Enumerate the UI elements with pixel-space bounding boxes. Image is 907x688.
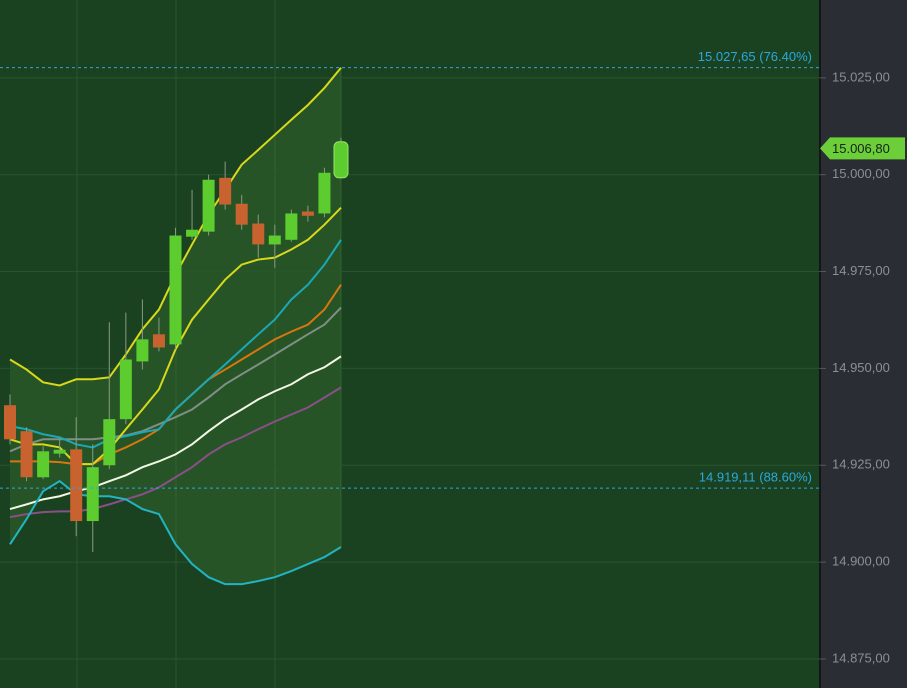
candle-body	[333, 141, 349, 179]
level-label: 14.919,11 (88.60%)	[699, 470, 812, 485]
y-tick-label: 14.975,00	[832, 263, 890, 278]
candle-body	[186, 229, 199, 237]
candle-body	[86, 467, 99, 522]
price-tag-label: 15.006,80	[832, 141, 890, 156]
candle-body	[70, 449, 83, 522]
y-tick-label: 15.025,00	[832, 69, 890, 84]
level-label: 15.027,65 (76.40%)	[698, 49, 812, 64]
y-tick-label: 15.000,00	[832, 166, 890, 181]
candle-body	[53, 449, 66, 454]
candles-layer	[4, 137, 349, 553]
indicator-line	[9, 386, 342, 519]
candle-body	[152, 334, 165, 348]
candle-body	[169, 235, 182, 345]
candle-body	[136, 339, 149, 362]
candle-body	[219, 177, 232, 205]
candle-body	[285, 213, 298, 240]
y-tick-label: 14.875,00	[832, 650, 890, 665]
y-tick-label: 14.925,00	[832, 457, 890, 472]
indicator-line	[9, 239, 342, 449]
y-tick-label: 14.900,00	[832, 554, 890, 569]
price-tag	[820, 137, 905, 160]
candle-body	[119, 359, 132, 420]
candle-body	[20, 431, 33, 478]
candle-body	[202, 179, 215, 232]
grid-layer	[0, 77, 826, 660]
candle-body	[4, 405, 16, 440]
indicator-line	[9, 355, 342, 510]
y-tick-label: 14.950,00	[832, 360, 890, 375]
candle-body	[301, 211, 314, 216]
candle-body	[252, 223, 265, 245]
candle-body	[268, 235, 281, 245]
indicator-line	[9, 479, 342, 586]
axis-panel	[820, 0, 907, 688]
candle-body	[235, 203, 248, 225]
plot-background	[0, 0, 820, 688]
labels-layer: 14.875,00 14.900,00 14.925,00 14.950,00 14.9…	[0, 49, 905, 665]
candle-body	[318, 172, 331, 214]
candle-body	[37, 451, 50, 478]
candle-body	[103, 419, 116, 466]
